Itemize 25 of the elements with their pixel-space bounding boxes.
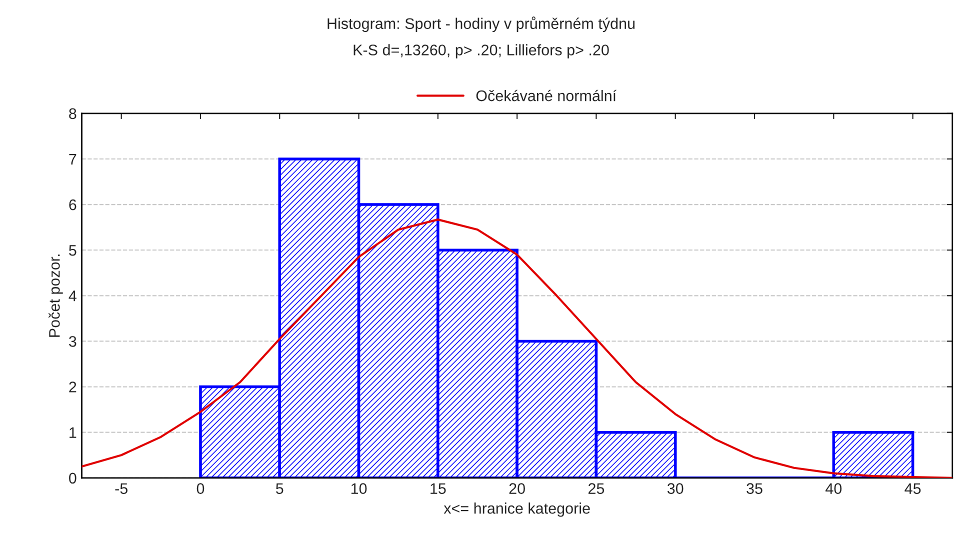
x-tick-label: 20: [509, 483, 525, 494]
y-tick-label: 3: [68, 336, 76, 347]
y-tick-label: 1: [70, 427, 76, 438]
y-tick-label: 4: [68, 290, 76, 302]
chart-title: Histogram: Sport - hodiny v průměrném týdnu: [328, 16, 635, 32]
x-axis-title: x<= hranice kategorie: [444, 502, 590, 517]
x-tick-label: 35: [746, 483, 762, 494]
x-tick-label: -5: [115, 483, 128, 494]
x-tick-label: 5: [276, 483, 284, 494]
y-tick-label: 5: [69, 245, 76, 256]
x-tick-label: 45: [904, 483, 921, 494]
chart-subtitle: K-S d=,13260, p> .20; Lilliefors p> .20: [354, 44, 609, 58]
x-tick-label: 25: [588, 483, 604, 494]
legend-label: Očekávané normální: [476, 90, 617, 102]
x-tick-label: 10: [351, 483, 367, 494]
y-tick-label: 8: [69, 108, 76, 120]
x-tick-label: 15: [430, 483, 446, 494]
y-axis-title: Počet pozor.: [48, 254, 63, 337]
y-tick-label: 0: [69, 472, 76, 484]
y-tick-label: 7: [69, 154, 76, 164]
x-tick-label: 0: [196, 483, 204, 494]
y-tick-label: 2: [69, 382, 76, 392]
x-tick-label: 30: [667, 483, 684, 494]
y-tick-label: 6: [69, 199, 76, 210]
x-tick-label: 40: [826, 483, 842, 494]
